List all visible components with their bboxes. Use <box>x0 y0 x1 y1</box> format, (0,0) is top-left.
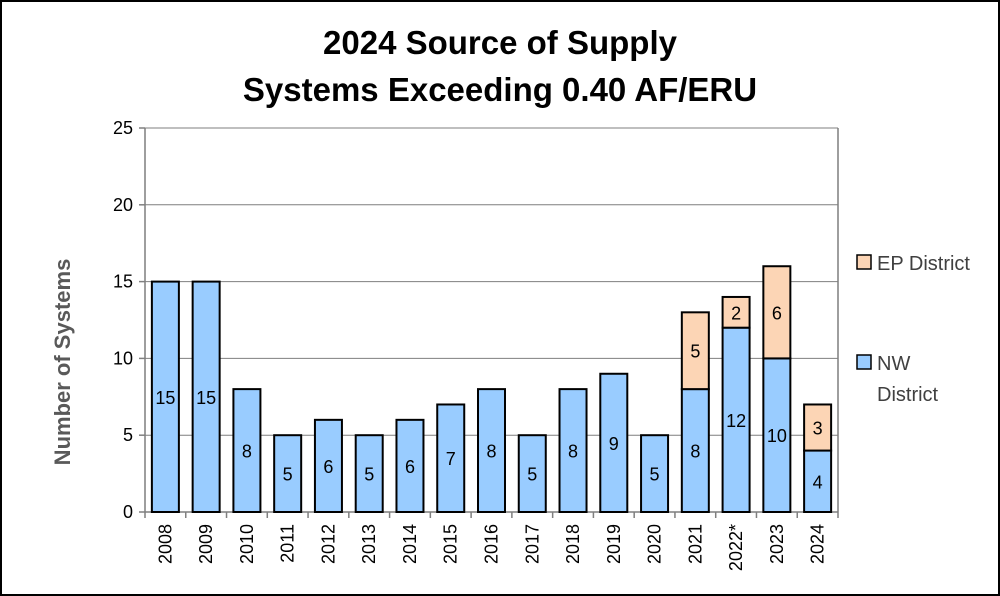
bar-nw-2016 <box>477 388 506 513</box>
data-label: 5 <box>650 465 660 485</box>
legend-swatch <box>856 254 872 270</box>
data-label: 7 <box>446 449 456 469</box>
data-label: 15 <box>155 388 175 408</box>
data-label: 8 <box>486 442 496 462</box>
legend-label: District <box>877 384 939 406</box>
data-label: 10 <box>767 426 787 446</box>
bar-ep-2023 <box>762 265 792 360</box>
data-label: 9 <box>609 434 619 454</box>
bar-ep-2021 <box>680 311 710 391</box>
data-label: 8 <box>690 442 700 462</box>
bar-nw-2023 <box>762 357 792 513</box>
data-label: 5 <box>364 465 374 485</box>
x-tick-label: 2013 <box>359 524 379 564</box>
bar-nw-2012 <box>313 418 343 513</box>
chart-subtitle: Systems Exceeding 0.40 AF/ERU <box>242 71 758 108</box>
bar-nw-2019 <box>599 372 629 514</box>
bar-nw-2014 <box>395 418 425 513</box>
data-label: 6 <box>405 457 415 477</box>
bar-ep-2024 <box>803 403 833 452</box>
bar-nw-2021 <box>680 388 710 513</box>
x-tick-label: 2015 <box>441 524 461 564</box>
bar-nw-2011 <box>273 434 303 514</box>
x-tick-label: 2019 <box>604 524 624 564</box>
x-tick-label: 2016 <box>482 524 502 564</box>
x-tick-label: 2010 <box>237 524 257 564</box>
data-label: 6 <box>323 457 333 477</box>
x-tick-label: 2012 <box>318 524 338 564</box>
x-tick-label: 2014 <box>400 524 420 564</box>
y-tick-label: 5 <box>123 425 133 445</box>
bar-nw-2015 <box>436 403 466 514</box>
x-tick-label: 2023 <box>767 524 787 564</box>
y-tick-label: 10 <box>113 348 133 368</box>
data-label: 8 <box>242 442 252 462</box>
legend-swatch <box>856 354 872 370</box>
legend-label: EP District <box>877 253 970 275</box>
x-tick-label: 2011 <box>278 524 298 563</box>
y-tick-label: 25 <box>113 118 133 138</box>
data-label: 5 <box>690 342 700 362</box>
bar-nw-2017 <box>517 434 547 514</box>
y-tick-label: 15 <box>113 272 133 292</box>
data-label: 8 <box>568 442 578 462</box>
data-label: 4 <box>813 472 823 492</box>
y-tick-label: 20 <box>113 195 133 215</box>
bar-nw-2018 <box>558 388 588 513</box>
bar-nw-2008 <box>150 280 180 513</box>
x-tick-label: 2017 <box>522 524 542 564</box>
data-label: 6 <box>772 303 782 323</box>
y-axis-label: Number of Systems <box>50 259 75 466</box>
bar-nw-2009 <box>191 280 221 513</box>
legend-label: NW <box>877 353 910 375</box>
x-tick-label: 2020 <box>645 524 665 564</box>
data-label: 12 <box>726 411 746 431</box>
chart-title: 2024 Source of Supply <box>323 24 677 61</box>
data-label: 2 <box>731 303 741 323</box>
bar-nw-2010 <box>232 388 262 513</box>
x-tick-label: 2024 <box>808 524 828 564</box>
bar-ep-2022* <box>721 295 751 329</box>
x-tick-label: 2021 <box>685 524 705 564</box>
data-label: 5 <box>283 465 293 485</box>
data-label: 5 <box>527 465 537 485</box>
x-tick-label: 2018 <box>563 524 583 564</box>
y-tick-label: 0 <box>123 502 133 522</box>
bar-nw-2020 <box>640 434 670 514</box>
bar-nw-2013 <box>354 434 384 514</box>
data-label: 15 <box>196 388 216 408</box>
x-tick-label: 2008 <box>155 524 175 564</box>
x-tick-label: 2009 <box>196 524 216 564</box>
data-label: 3 <box>813 419 823 439</box>
x-tick-label: 2022* <box>726 524 746 571</box>
